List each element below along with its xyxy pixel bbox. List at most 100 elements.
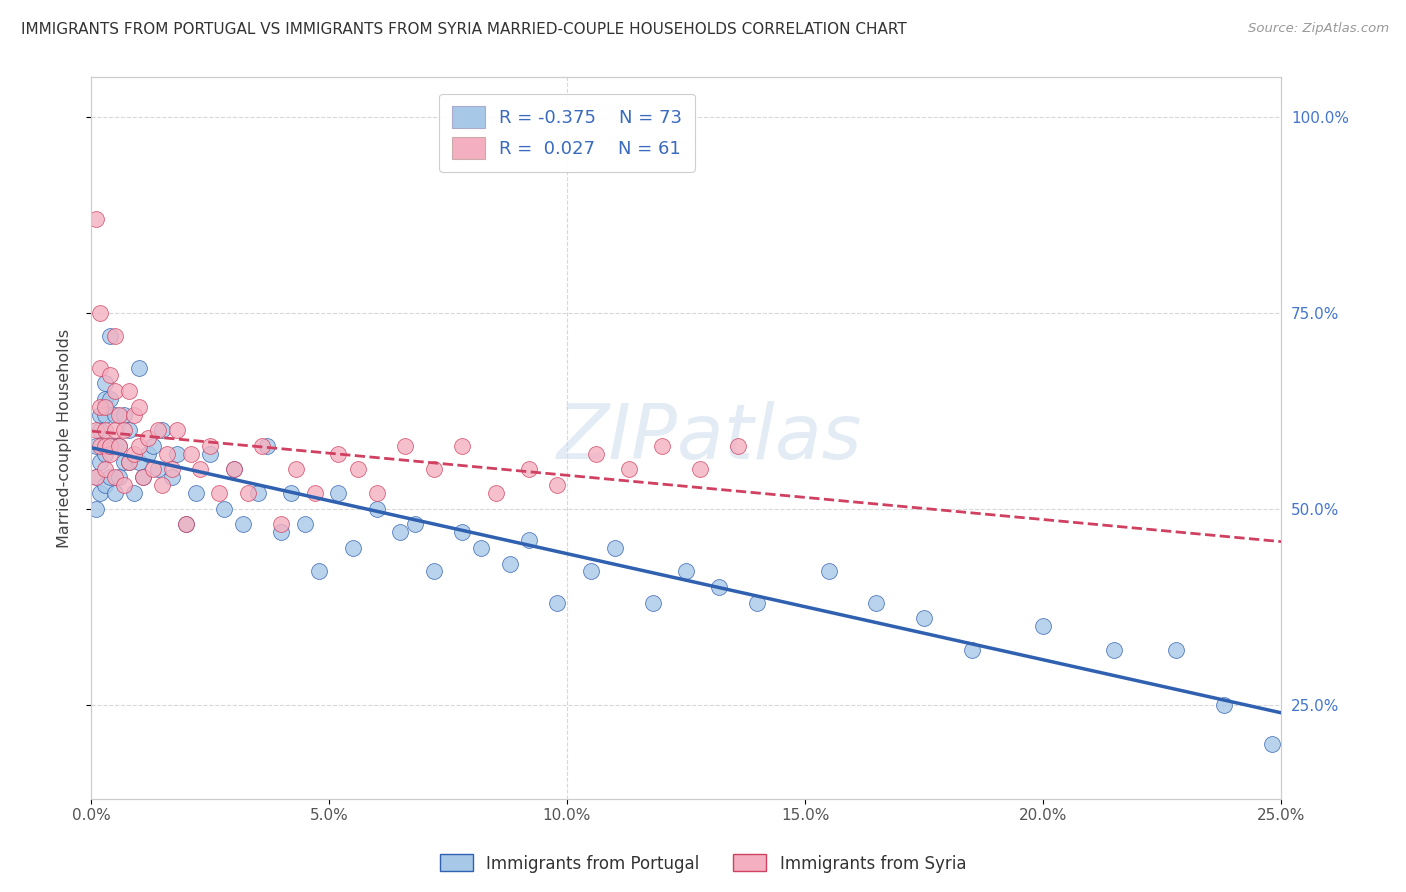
Point	[422, 462, 444, 476]
Point	[132, 470, 155, 484]
Point	[112, 408, 135, 422]
Point	[156, 447, 179, 461]
Point	[104, 329, 127, 343]
Point	[136, 447, 159, 461]
Point	[98, 329, 121, 343]
Point	[727, 439, 749, 453]
Point	[84, 423, 107, 437]
Point	[517, 462, 540, 476]
Point	[817, 565, 839, 579]
Point	[89, 455, 111, 469]
Text: IMMIGRANTS FROM PORTUGAL VS IMMIGRANTS FROM SYRIA MARRIED-COUPLE HOUSEHOLDS CORR: IMMIGRANTS FROM PORTUGAL VS IMMIGRANTS F…	[21, 22, 907, 37]
Point	[252, 439, 274, 453]
Point	[1260, 737, 1282, 751]
Point	[94, 462, 117, 476]
Point	[451, 439, 474, 453]
Point	[98, 470, 121, 484]
Point	[94, 439, 117, 453]
Point	[89, 306, 111, 320]
Point	[89, 423, 111, 437]
Point	[422, 565, 444, 579]
Point	[190, 462, 212, 476]
Point	[484, 486, 506, 500]
Point	[98, 439, 121, 453]
Point	[470, 541, 492, 555]
Point	[184, 486, 207, 500]
Point	[104, 470, 127, 484]
Point	[198, 439, 221, 453]
Point	[308, 565, 330, 579]
Point	[89, 486, 111, 500]
Point	[328, 447, 350, 461]
Point	[709, 580, 731, 594]
Point	[142, 462, 165, 476]
Point	[280, 486, 302, 500]
Point	[122, 486, 145, 500]
Point	[304, 486, 326, 500]
Point	[94, 376, 117, 391]
Point	[641, 596, 664, 610]
Point	[651, 439, 673, 453]
Point	[328, 486, 350, 500]
Point	[232, 517, 254, 532]
Point	[1104, 642, 1126, 657]
Point	[98, 392, 121, 406]
Legend: Immigrants from Portugal, Immigrants from Syria: Immigrants from Portugal, Immigrants fro…	[433, 847, 973, 880]
Point	[142, 439, 165, 453]
Point	[112, 478, 135, 492]
Point	[89, 400, 111, 414]
Point	[150, 423, 173, 437]
Point	[84, 470, 107, 484]
Point	[180, 447, 202, 461]
Point	[136, 431, 159, 445]
Point	[146, 462, 169, 476]
Point	[404, 517, 426, 532]
Point	[675, 565, 697, 579]
Point	[98, 439, 121, 453]
Point	[960, 642, 983, 657]
Point	[146, 423, 169, 437]
Point	[394, 439, 416, 453]
Point	[912, 611, 935, 625]
Point	[84, 439, 107, 453]
Point	[94, 423, 117, 437]
Point	[212, 501, 235, 516]
Point	[112, 455, 135, 469]
Point	[603, 541, 626, 555]
Point	[284, 462, 307, 476]
Point	[579, 565, 602, 579]
Point	[108, 439, 131, 453]
Point	[222, 462, 245, 476]
Point	[89, 439, 111, 453]
Point	[104, 423, 127, 437]
Point	[89, 360, 111, 375]
Point	[270, 525, 292, 540]
Point	[451, 525, 474, 540]
Point	[94, 400, 117, 414]
Point	[174, 517, 197, 532]
Point	[270, 517, 292, 532]
Point	[1166, 642, 1188, 657]
Point	[108, 470, 131, 484]
Point	[366, 486, 388, 500]
Point	[108, 439, 131, 453]
Point	[1213, 698, 1236, 712]
Point	[517, 533, 540, 547]
Point	[747, 596, 769, 610]
Point	[617, 462, 640, 476]
Point	[104, 486, 127, 500]
Point	[546, 478, 568, 492]
Point	[128, 400, 150, 414]
Point	[166, 423, 188, 437]
Point	[256, 439, 278, 453]
Point	[222, 462, 245, 476]
Point	[198, 447, 221, 461]
Point	[236, 486, 259, 500]
Point	[122, 408, 145, 422]
Point	[112, 423, 135, 437]
Point	[94, 392, 117, 406]
Point	[689, 462, 711, 476]
Point	[118, 455, 141, 469]
Legend: R = -0.375    N = 73, R =  0.027    N = 61: R = -0.375 N = 73, R = 0.027 N = 61	[440, 94, 695, 172]
Point	[246, 486, 269, 500]
